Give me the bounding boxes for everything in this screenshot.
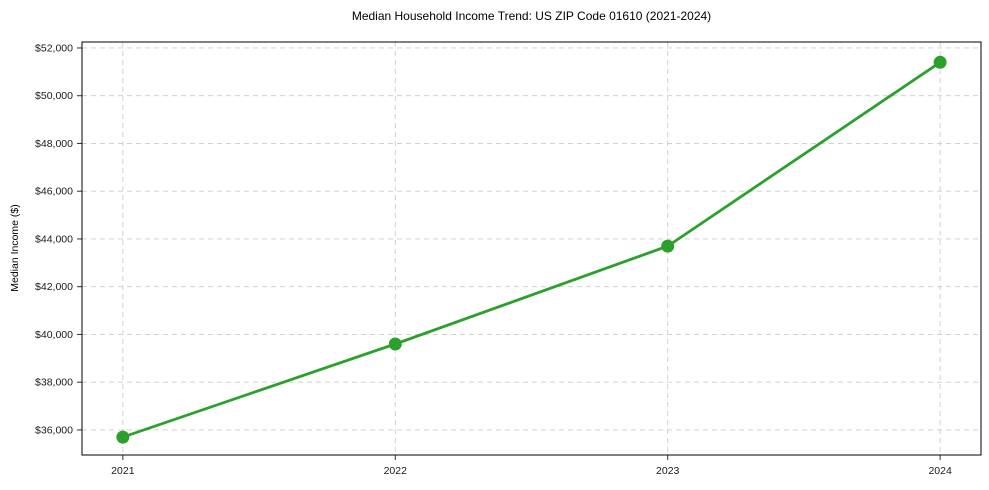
plot-frame xyxy=(81,41,982,456)
data-point-marker xyxy=(933,55,947,69)
y-tick-label: $36,000 xyxy=(35,424,73,436)
y-tick-label: $44,000 xyxy=(35,233,73,245)
x-tick-label: 2023 xyxy=(656,465,680,477)
y-tick-label: $52,000 xyxy=(35,42,73,54)
y-tick-label: $50,000 xyxy=(35,90,73,102)
y-tick-label: $40,000 xyxy=(35,329,73,341)
y-tick-label: $48,000 xyxy=(35,138,73,150)
y-tick-label: $38,000 xyxy=(35,377,73,389)
series-line xyxy=(121,60,942,439)
x-tick-label: 2024 xyxy=(928,465,952,477)
y-tick-label: $42,000 xyxy=(35,281,73,293)
x-tick-label: 2021 xyxy=(111,465,135,477)
x-tick-label: 2022 xyxy=(384,465,408,477)
y-tick-label: $46,000 xyxy=(35,186,73,198)
data-point-marker xyxy=(661,239,675,253)
data-point-marker xyxy=(116,430,130,444)
chart-title: Median Household Income Trend: US ZIP Co… xyxy=(351,9,712,23)
data-point-marker xyxy=(388,337,402,351)
